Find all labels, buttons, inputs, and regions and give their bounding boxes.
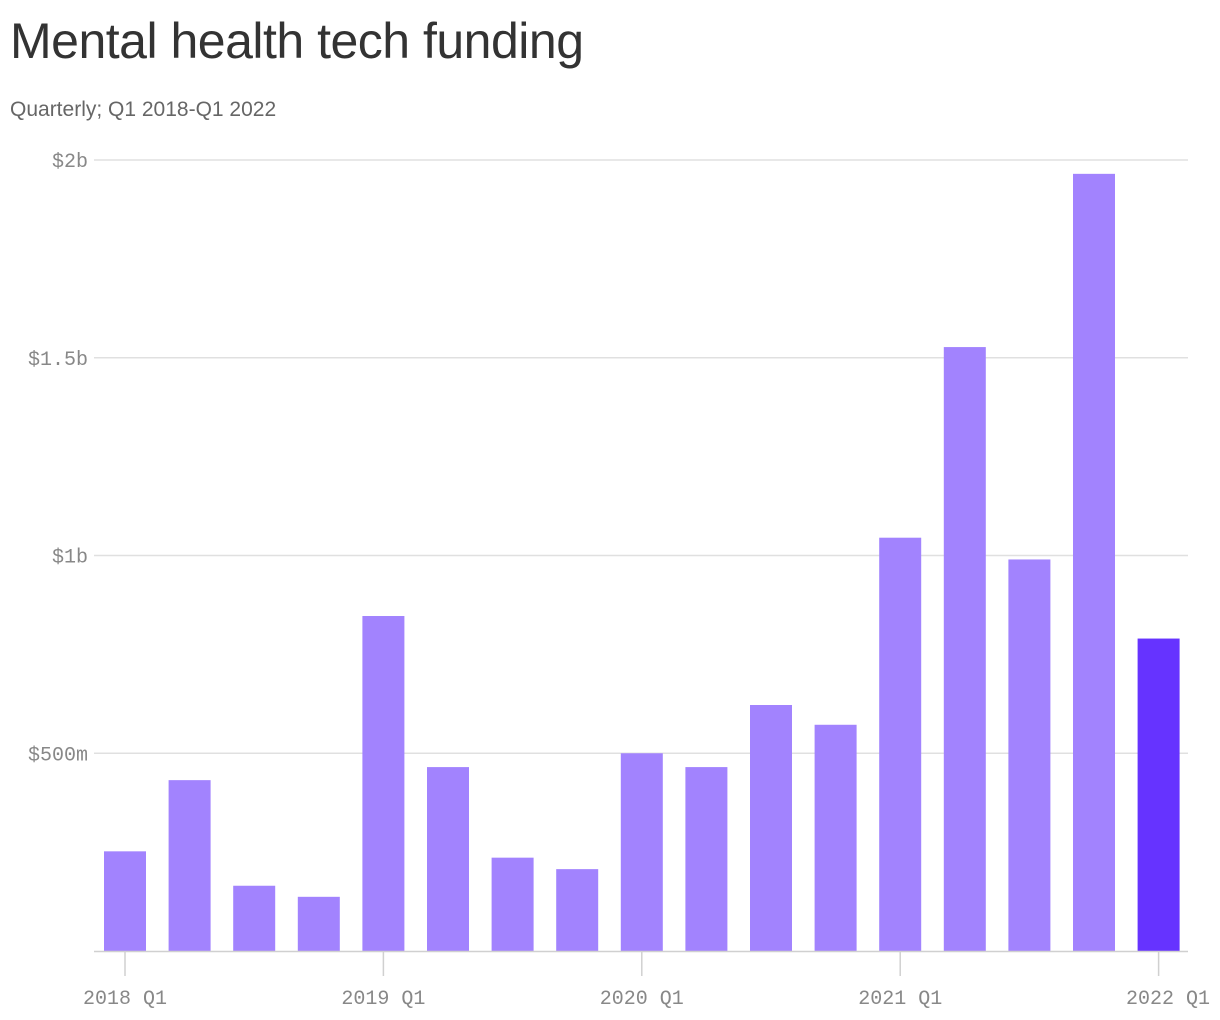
chart-title: Mental health tech funding [10,13,584,69]
x-tick-label: 2019 Q1 [341,988,425,1011]
bar-2018-q2 [168,780,211,951]
bar-2020-q4 [814,724,857,951]
bar-2019-q4 [556,869,599,951]
y-tick-label: $500m [28,744,88,767]
bar-2021-q2 [943,347,986,951]
bar-2020-q3 [750,704,792,951]
x-axis [94,950,1188,976]
bar-2018-q3 [233,885,276,951]
x-axis-labels: 2018 Q1 2019 Q1 2020 Q1 2021 Q1 2022 Q1 [83,988,1210,1011]
bar-2018-q4 [297,896,340,951]
y-tick-label: $2b [52,151,88,174]
bar-2019-q1 [362,616,405,951]
bar-2021-q3 [1008,559,1051,951]
bar-2019-q2 [427,767,469,951]
x-tick-label: 2018 Q1 [83,988,167,1011]
bar-2022-q1 [1137,638,1180,951]
y-tick-label: $1b [52,547,88,570]
bar-2018-q1 [104,851,146,951]
y-axis-labels: $500m $1b $1.5b $2b [28,151,88,767]
bars [104,173,1180,951]
bar-2020-q1 [620,753,663,951]
bar-2021-q4 [1073,173,1115,951]
y-tick-label: $1.5b [28,349,88,372]
x-tick-label: 2020 Q1 [600,988,684,1011]
chart-subtitle: Quarterly; Q1 2018-Q1 2022 [10,98,277,121]
x-tick-label: 2022 Q1 [1126,988,1210,1011]
bar-2020-q2 [685,767,728,951]
x-tick-label: 2021 Q1 [858,988,942,1011]
bar-2021-q1 [879,537,922,951]
bar-2019-q3 [491,857,534,951]
